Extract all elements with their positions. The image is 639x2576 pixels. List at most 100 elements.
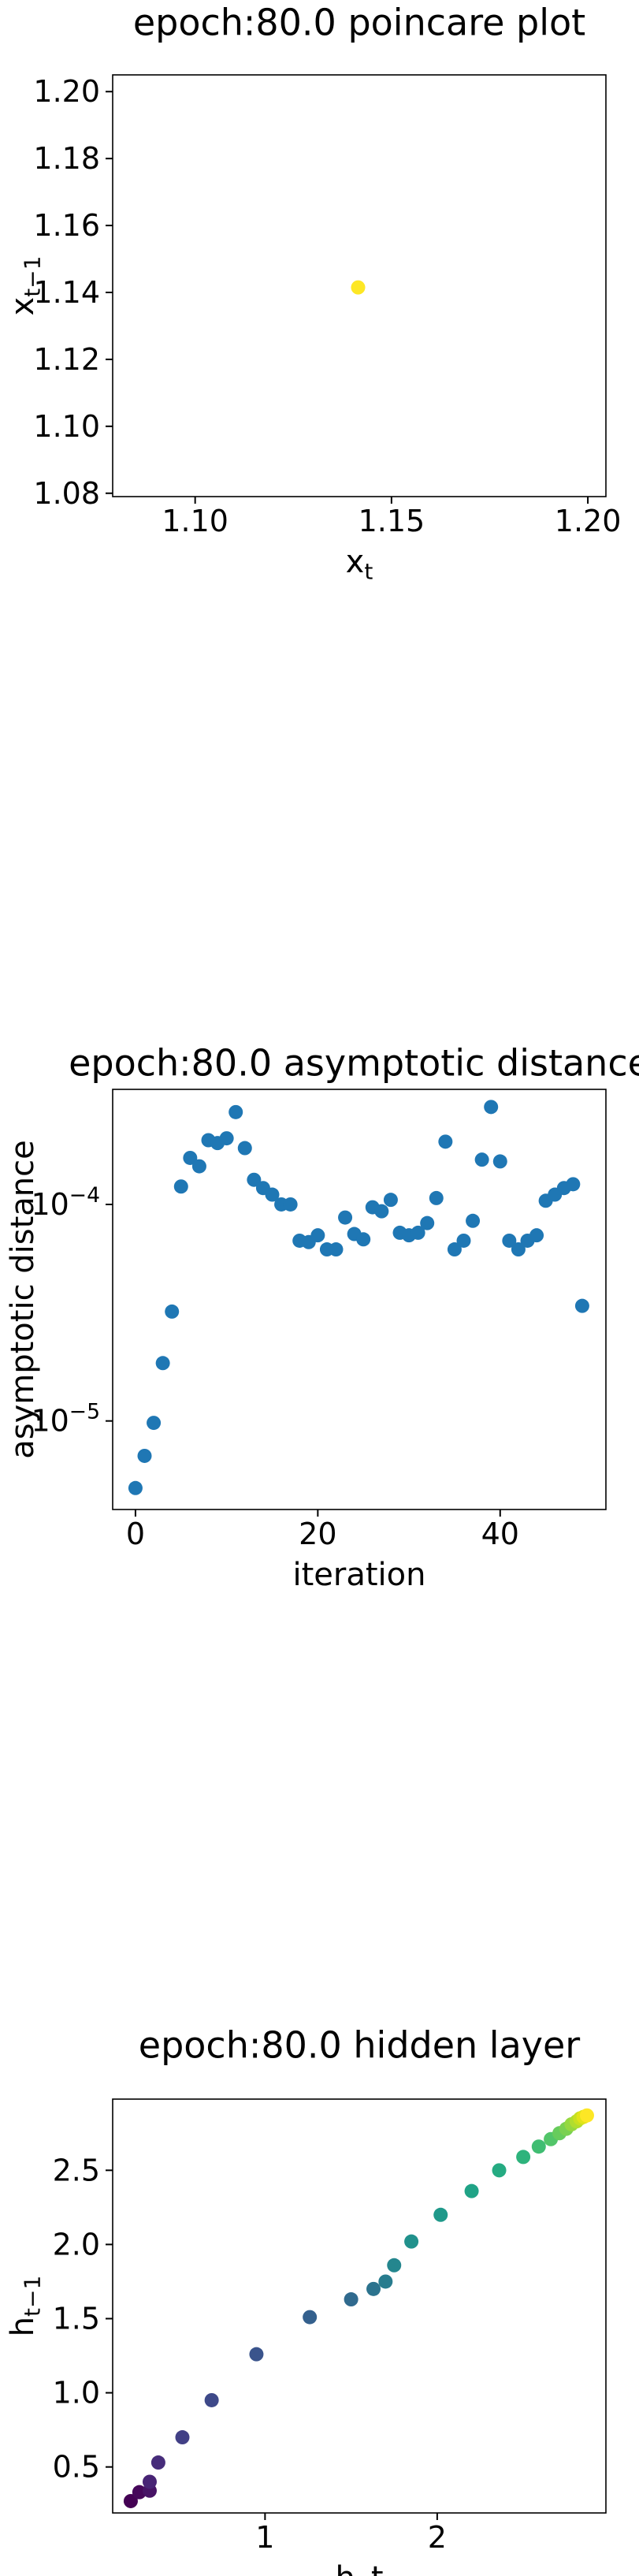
point [466, 1213, 481, 1228]
point [150, 2455, 165, 2470]
x-axis-label-sub: t [364, 558, 373, 584]
point [137, 1448, 152, 1463]
point [329, 1242, 344, 1257]
chart-title: epoch:80.0 asymptotic distance [69, 1042, 639, 1085]
x-tick-label: 1 [255, 2520, 274, 2555]
point [378, 2274, 393, 2289]
chart-title: epoch:80.0 poincare plot [133, 2, 585, 44]
point [351, 280, 366, 295]
point [283, 1197, 298, 1212]
y-tick-label: 1.5 [53, 2301, 100, 2336]
point [191, 1159, 206, 1174]
point [228, 1104, 243, 1119]
point [383, 1193, 398, 1208]
point [529, 1228, 544, 1243]
point [128, 1480, 143, 1495]
axes-frame [112, 2098, 607, 2514]
y-axis-label-sub: t−1 [19, 256, 45, 297]
y-axis-label: xt−1 [5, 256, 45, 316]
y-tick-label: 10−4 [31, 1183, 100, 1222]
point [338, 1210, 353, 1225]
point [429, 1190, 444, 1205]
point [183, 1150, 198, 1165]
x-axis-label: h_t [335, 2560, 383, 2576]
point [366, 2281, 381, 2296]
point [310, 1228, 325, 1243]
y-tick-label: 1.20 [33, 74, 100, 109]
point [142, 2474, 157, 2489]
x-tick-label-base: 1.10 [162, 504, 228, 538]
y-tick-label-exp: −5 [69, 1400, 100, 1424]
point [438, 1134, 453, 1149]
y-tick-label-base: 1.0 [53, 2376, 100, 2410]
point [356, 1232, 371, 1247]
y-tick-label: 1.16 [33, 208, 100, 243]
point [155, 1356, 170, 1371]
axes-frame [112, 1089, 607, 1510]
x-tick-label: 1.10 [162, 504, 228, 538]
axes-frame [112, 74, 607, 497]
point [344, 2292, 359, 2307]
point [175, 2430, 190, 2445]
y-tick-label: 1.0 [53, 2376, 100, 2410]
y-tick-label: 10−5 [31, 1400, 100, 1439]
y-axis-label: asymptotic distance [5, 1140, 41, 1459]
y-axis-label-base: h [5, 2317, 41, 2336]
y-tick-label: 1.08 [33, 476, 100, 511]
y-tick-label-exp: −4 [69, 1183, 100, 1208]
point [492, 2163, 507, 2178]
point [474, 1152, 489, 1167]
x-tick-label: 0 [126, 1517, 145, 1551]
x-tick-label: 2 [428, 2520, 447, 2555]
point [165, 1304, 180, 1319]
y-tick-label: 0.5 [53, 2450, 100, 2485]
point [303, 2310, 318, 2325]
y-axis-label-sub: t−1 [19, 2276, 45, 2317]
x-tick-label: 40 [481, 1517, 519, 1551]
point [574, 1298, 589, 1313]
y-tick-label-base: 1.20 [33, 74, 100, 109]
y-tick-label: 2.5 [53, 2153, 100, 2187]
y-tick-label: 1.12 [33, 342, 100, 377]
point [484, 1100, 499, 1115]
y-tick-label: 1.14 [33, 275, 100, 310]
x-tick-label-base: 1.20 [555, 504, 622, 538]
point [147, 1416, 162, 1431]
y-tick-label: 1.10 [33, 409, 100, 444]
point [249, 2347, 264, 2362]
point [492, 1154, 507, 1169]
point [265, 1187, 280, 1202]
point [204, 2392, 219, 2407]
point [247, 1172, 262, 1187]
y-axis-label-base: x [5, 297, 41, 316]
point [502, 1233, 517, 1248]
point [173, 1179, 188, 1194]
x-axis-label-base: x [346, 544, 365, 580]
point [511, 1242, 526, 1257]
x-axis-label: xt [346, 544, 373, 584]
point [123, 2493, 138, 2508]
point [219, 1131, 234, 1146]
point [237, 1141, 252, 1156]
point [387, 2258, 402, 2273]
x-tick-label: 1.20 [555, 504, 622, 538]
point [579, 2108, 594, 2123]
y-tick-label: 1.18 [33, 141, 100, 176]
point [456, 1233, 471, 1248]
y-axis-label: ht−1 [5, 2276, 45, 2337]
point [566, 1177, 581, 1192]
x-axis-label: iteration [293, 1557, 426, 1593]
point [433, 2207, 448, 2222]
point [531, 2139, 546, 2154]
point [464, 2183, 479, 2198]
x-tick-label: 1.15 [359, 504, 425, 538]
point [516, 2150, 531, 2165]
y-tick-label-base: 10 [31, 1404, 69, 1439]
x-tick-label: 20 [299, 1517, 336, 1551]
y-tick-label-base: 10 [31, 1187, 69, 1222]
point [411, 1225, 425, 1240]
y-tick-label-base: 2.0 [53, 2227, 100, 2261]
y-tick-label: 2.0 [53, 2227, 100, 2261]
